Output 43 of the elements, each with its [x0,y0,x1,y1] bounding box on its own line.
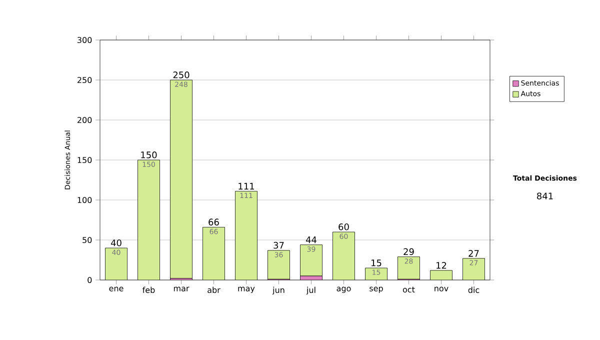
x-tick-label: abr [208,286,220,293]
bar [235,190,258,280]
y-tick-label: 50 [82,236,92,244]
x-tick-label: sep [370,286,383,293]
bar [138,160,160,280]
x-tick-label: jul [306,286,316,295]
bar [462,258,485,280]
bar [105,248,128,280]
bar [300,244,322,276]
bar [202,226,225,280]
total-label: 60 [338,223,349,230]
total-label: 111 [238,182,254,190]
y-tick-label: 200 [78,116,92,124]
text: 841 [537,192,553,200]
total-label: 66 [208,218,219,226]
bar [332,232,355,280]
total-label: 44 [306,236,316,244]
y-tick-label: 300 [78,36,92,44]
x-tick-label: oct [402,286,415,293]
y-tick-label: 150 [78,156,92,164]
y-tick-label: 0 [88,276,92,284]
total-label: 37 [274,242,284,249]
total-label: 15 [372,260,382,266]
total-label: 150 [141,151,157,158]
x-tick-label: nov [434,286,448,292]
x-tick-label: jun [272,286,284,295]
total-label: 12 [436,262,446,269]
total-label: 29 [404,248,414,256]
x-tick-label: ene [109,286,124,292]
x-tick-label: dic [468,286,480,293]
x-tick-label: ago [336,286,351,293]
bar [430,270,452,280]
y-tick-label: 100 [78,196,92,204]
total-label: 250 [173,71,190,78]
bar [398,256,420,280]
total-label: 27 [468,250,479,257]
total-label: 40 [110,239,122,246]
x-tick-label: feb [142,286,155,293]
y-tick-label: 250 [78,76,92,84]
bar [268,250,290,280]
bar [170,80,192,279]
x-tick-label: mar [174,286,190,292]
x-tick-label: may [238,286,255,293]
